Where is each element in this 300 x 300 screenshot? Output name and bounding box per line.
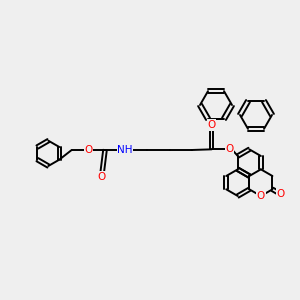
Text: O: O bbox=[208, 120, 216, 130]
Text: O: O bbox=[276, 189, 285, 199]
Text: O: O bbox=[257, 191, 265, 201]
Text: NH: NH bbox=[117, 145, 133, 155]
Text: O: O bbox=[225, 144, 233, 154]
Text: O: O bbox=[84, 145, 92, 155]
Text: O: O bbox=[98, 172, 106, 182]
